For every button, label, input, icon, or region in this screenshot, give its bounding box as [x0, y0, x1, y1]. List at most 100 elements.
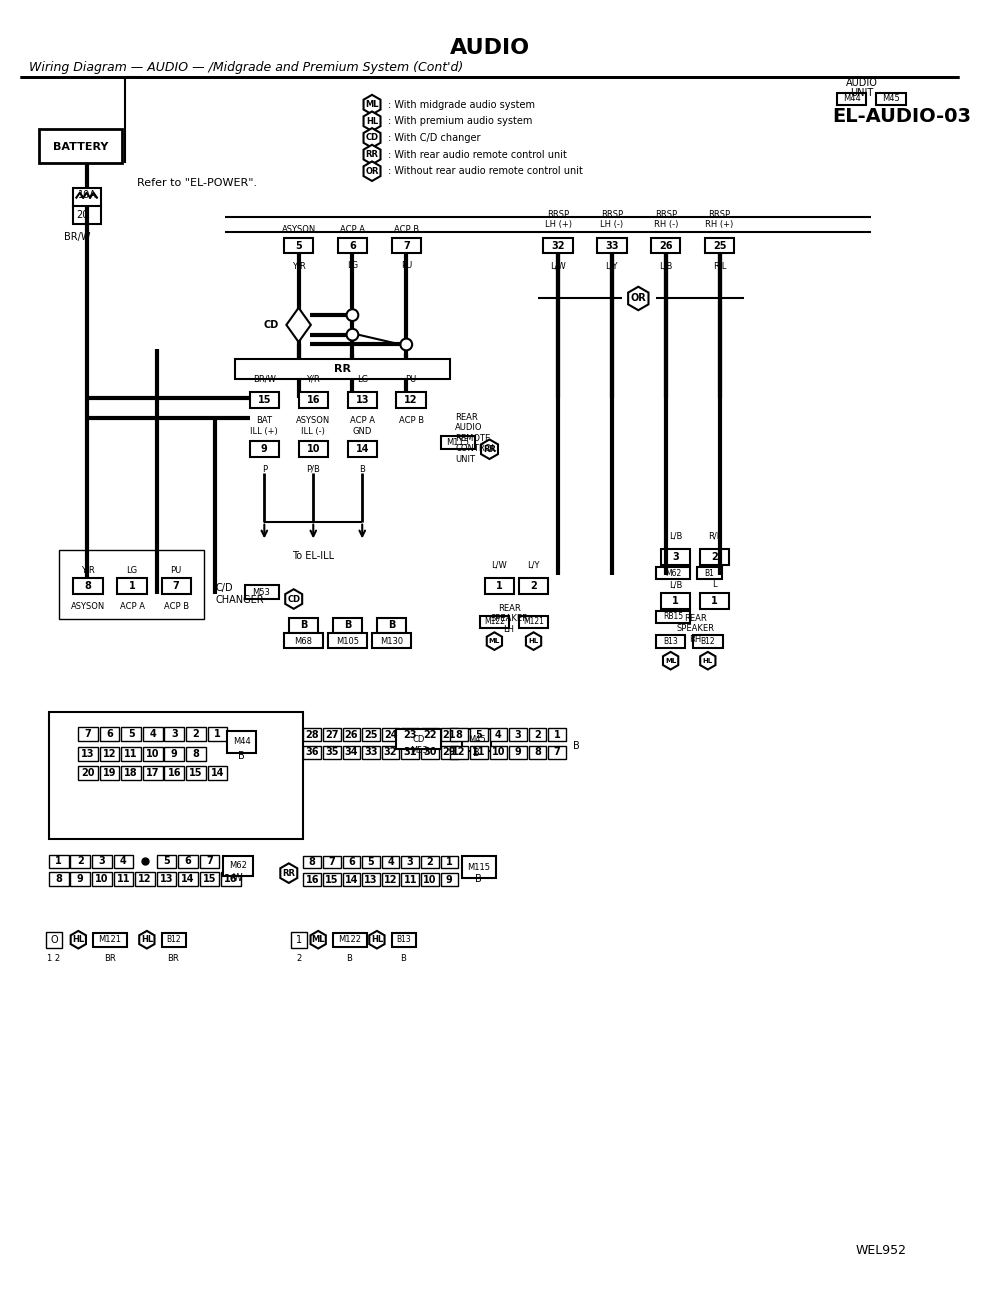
Text: AUDIO: AUDIO: [449, 37, 530, 58]
Text: 3: 3: [98, 856, 105, 866]
Text: B: B: [473, 747, 480, 758]
Bar: [661, 593, 690, 609]
Polygon shape: [364, 128, 380, 147]
Bar: [548, 746, 566, 759]
Polygon shape: [364, 94, 380, 114]
Text: RRSP
LH (+): RRSP LH (+): [545, 209, 572, 229]
Bar: [362, 746, 380, 759]
Bar: [284, 634, 323, 648]
Text: 1: 1: [672, 596, 679, 606]
Bar: [529, 746, 546, 759]
Bar: [450, 728, 468, 741]
Bar: [441, 856, 458, 868]
Bar: [362, 873, 380, 886]
Text: 13: 13: [364, 874, 378, 884]
Text: M45: M45: [468, 736, 486, 745]
Bar: [227, 731, 256, 753]
Text: 33: 33: [364, 747, 378, 758]
Bar: [333, 618, 362, 634]
Bar: [421, 746, 439, 759]
Text: 6: 6: [349, 240, 356, 251]
Text: HL: HL: [703, 658, 713, 663]
Text: 5: 5: [368, 857, 374, 866]
Text: ACP B: ACP B: [394, 225, 419, 234]
Circle shape: [400, 339, 412, 350]
Bar: [135, 873, 155, 886]
Text: L/B: L/B: [659, 261, 672, 270]
Text: 3: 3: [515, 729, 521, 740]
Bar: [656, 566, 690, 579]
Text: PU: PU: [406, 375, 417, 384]
Text: M62: M62: [665, 569, 682, 578]
Bar: [876, 93, 906, 105]
Polygon shape: [700, 652, 715, 670]
Text: 13: 13: [160, 874, 173, 884]
Text: BATTERY: BATTERY: [53, 142, 108, 151]
Text: M53: M53: [252, 587, 270, 596]
Text: 10: 10: [95, 874, 109, 884]
Bar: [333, 932, 367, 946]
Text: BR: BR: [167, 954, 179, 963]
Text: W: W: [233, 873, 243, 883]
Text: 1: 1: [711, 596, 718, 606]
Text: 36: 36: [306, 747, 319, 758]
Bar: [73, 578, 103, 593]
Bar: [362, 856, 380, 868]
Text: 14: 14: [211, 768, 224, 778]
Bar: [421, 856, 439, 868]
Text: 10A: 10A: [78, 190, 97, 199]
Bar: [157, 855, 176, 868]
Text: 16: 16: [224, 874, 238, 884]
Text: ML: ML: [489, 639, 500, 644]
Text: 10: 10: [423, 874, 437, 884]
Text: 7: 7: [329, 857, 335, 866]
Bar: [78, 727, 98, 741]
Text: 21: 21: [443, 729, 456, 740]
Text: 12: 12: [138, 874, 152, 884]
Bar: [543, 238, 573, 253]
Text: 23: 23: [403, 729, 417, 740]
Text: M45: M45: [882, 94, 900, 103]
Text: RR: RR: [334, 363, 351, 374]
Text: L/B: L/B: [669, 581, 682, 590]
Text: B: B: [400, 954, 406, 963]
Polygon shape: [487, 632, 502, 650]
Text: CD: CD: [413, 734, 425, 743]
Bar: [470, 746, 488, 759]
Text: M105: M105: [336, 636, 359, 645]
Text: M121: M121: [98, 935, 121, 944]
Bar: [396, 729, 441, 749]
Bar: [323, 856, 341, 868]
Circle shape: [347, 328, 358, 340]
Text: LG: LG: [357, 375, 368, 384]
Text: 5: 5: [475, 729, 482, 740]
Bar: [59, 550, 204, 618]
Text: 18: 18: [124, 768, 138, 778]
Text: 7: 7: [403, 240, 410, 251]
Text: 17: 17: [146, 768, 159, 778]
Bar: [519, 615, 548, 628]
Bar: [235, 359, 450, 379]
Text: BR: BR: [104, 954, 116, 963]
Bar: [548, 728, 566, 741]
Text: 3: 3: [672, 552, 679, 562]
Text: 13: 13: [355, 396, 369, 405]
Text: BR/W: BR/W: [253, 375, 276, 384]
Text: 19: 19: [103, 768, 116, 778]
Text: RRSP
LH (-): RRSP LH (-): [600, 209, 623, 229]
Text: Wiring Diagram — AUDIO — /Midgrade and Premium System (Cont'd): Wiring Diagram — AUDIO — /Midgrade and P…: [29, 61, 464, 74]
Text: 1: 1: [129, 582, 136, 591]
Text: HL: HL: [371, 935, 383, 944]
Bar: [200, 855, 219, 868]
Polygon shape: [285, 590, 302, 609]
Bar: [401, 728, 419, 741]
Bar: [490, 746, 507, 759]
Text: 22: 22: [423, 729, 437, 740]
Bar: [700, 593, 729, 609]
Polygon shape: [369, 931, 385, 949]
Text: 16: 16: [306, 874, 319, 884]
Text: 5: 5: [295, 240, 302, 251]
Bar: [186, 727, 206, 741]
Bar: [597, 238, 627, 253]
Text: ACP B: ACP B: [164, 603, 189, 612]
